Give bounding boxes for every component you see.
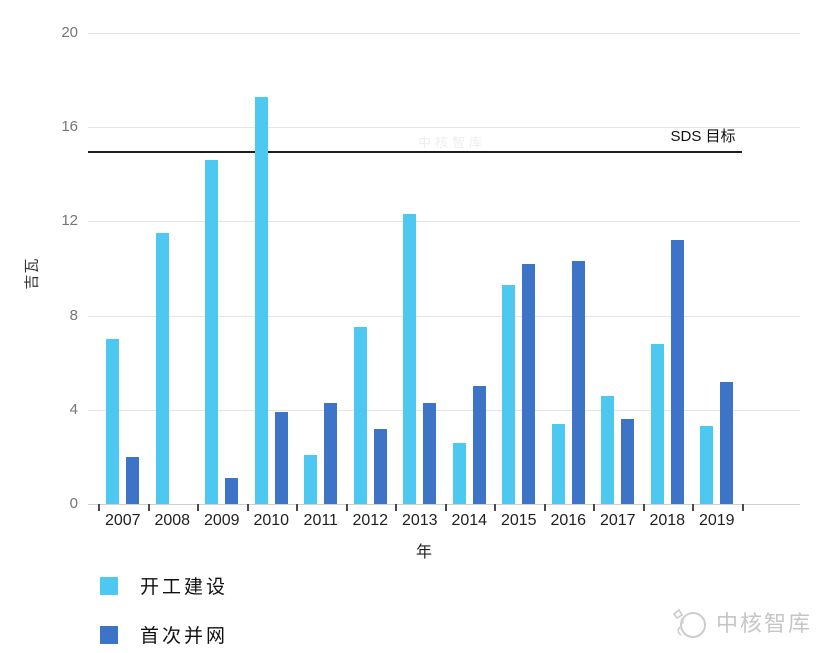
x-tick-label: 2013 xyxy=(401,512,438,529)
legend-label: 开工建设 xyxy=(140,577,229,598)
y-axis-title: 吉瓦 xyxy=(23,257,41,290)
legend-swatch-icon xyxy=(100,625,118,644)
sds-target-label: SDS 目标 xyxy=(670,127,736,145)
x-tick-mark xyxy=(98,504,100,511)
x-tick-mark xyxy=(444,504,447,511)
bar-首次并网-2019 xyxy=(720,381,734,504)
bar-开工建设-2015 xyxy=(502,285,516,504)
bar-首次并网-2016 xyxy=(571,261,585,504)
bar-开工建设-2012 xyxy=(353,327,367,504)
bar-首次并网-2011 xyxy=(324,402,338,504)
x-tick-mark xyxy=(494,504,496,511)
legend-item-开工建设: 开工建设 xyxy=(100,572,228,599)
sds-target-line xyxy=(88,150,742,153)
bar-开工建设-2014 xyxy=(452,442,466,504)
x-tick-mark xyxy=(692,504,694,511)
x-tick-mark xyxy=(642,504,645,511)
x-tick-label: 2011 xyxy=(303,512,338,529)
bar-开工建设-2011 xyxy=(304,454,318,504)
legend: 开工建设 首次并网 xyxy=(100,572,228,653)
y-tick-label: 4 xyxy=(69,400,78,418)
bar-开工建设-2007 xyxy=(106,339,120,504)
x-tick-mark xyxy=(593,504,595,511)
x-tick-mark xyxy=(741,504,744,511)
x-tick-mark xyxy=(296,504,298,511)
x-tick-mark xyxy=(147,504,150,511)
x-tick-label: 2018 xyxy=(649,512,686,529)
bar-首次并网-2010 xyxy=(274,412,288,504)
bar-开工建设-2018 xyxy=(650,343,664,504)
x-tick-label: 2008 xyxy=(154,512,191,529)
bar-首次并网-2013 xyxy=(423,402,437,504)
legend-label: 首次并网 xyxy=(140,626,229,647)
gridline xyxy=(88,409,800,411)
gridline xyxy=(88,315,800,317)
y-axis-title-wrap: 吉瓦 xyxy=(8,256,54,289)
x-tick-mark xyxy=(246,504,249,511)
y-tick-label: 20 xyxy=(61,24,78,41)
y-tick-label: 12 xyxy=(61,212,78,230)
plot-area: SDS 目标 xyxy=(88,33,800,511)
bar-开工建设-2009 xyxy=(205,160,219,504)
x-tick-label: 2015 xyxy=(500,512,537,529)
x-tick-label: 2019 xyxy=(698,512,735,529)
y-tick-label: 0 xyxy=(69,495,78,512)
bar-首次并网-2007 xyxy=(126,456,140,504)
gridline xyxy=(88,221,800,223)
bar-首次并网-2017 xyxy=(621,419,635,504)
x-tick-label: 2010 xyxy=(253,512,290,529)
y-tick-label: 16 xyxy=(61,118,78,136)
bar-首次并网-2015 xyxy=(522,263,536,504)
x-tick-mark xyxy=(345,504,348,511)
x-tick-label: 2009 xyxy=(203,512,240,529)
bar-首次并网-2009 xyxy=(225,478,239,504)
x-tick-label: 2007 xyxy=(104,512,141,529)
x-tick-label: 2012 xyxy=(352,512,389,529)
bar-首次并网-2018 xyxy=(670,240,684,504)
legend-item-首次并网: 首次并网 xyxy=(100,621,228,648)
bar-首次并网-2012 xyxy=(373,428,387,504)
legend-swatch-icon xyxy=(100,576,118,595)
gridline xyxy=(88,127,800,129)
bar-首次并网-2014 xyxy=(472,386,486,504)
brand-watermark-text: 中核智库 xyxy=(716,611,813,636)
faint-watermark: 中核智库 xyxy=(418,135,487,150)
bar-开工建设-2019 xyxy=(700,426,714,504)
x-tick-label: 2017 xyxy=(599,512,636,529)
gridline xyxy=(88,504,800,505)
bar-开工建设-2016 xyxy=(551,423,565,504)
brand-logo-icon xyxy=(672,608,706,638)
x-axis-title: 年 xyxy=(415,544,432,561)
bar-开工建设-2008 xyxy=(155,233,169,504)
brand-watermark: 中核智库 xyxy=(668,600,812,644)
bar-开工建设-2013 xyxy=(403,214,417,504)
x-tick-mark xyxy=(395,504,397,511)
x-tick-mark xyxy=(197,504,199,511)
x-tick-label: 2016 xyxy=(550,512,587,529)
bar-开工建设-2017 xyxy=(601,395,615,504)
gridline xyxy=(88,33,800,34)
x-tick-mark xyxy=(543,504,546,511)
x-tick-label: 2014 xyxy=(451,512,488,529)
y-tick-label: 8 xyxy=(69,306,78,324)
bar-开工建设-2010 xyxy=(254,96,268,504)
